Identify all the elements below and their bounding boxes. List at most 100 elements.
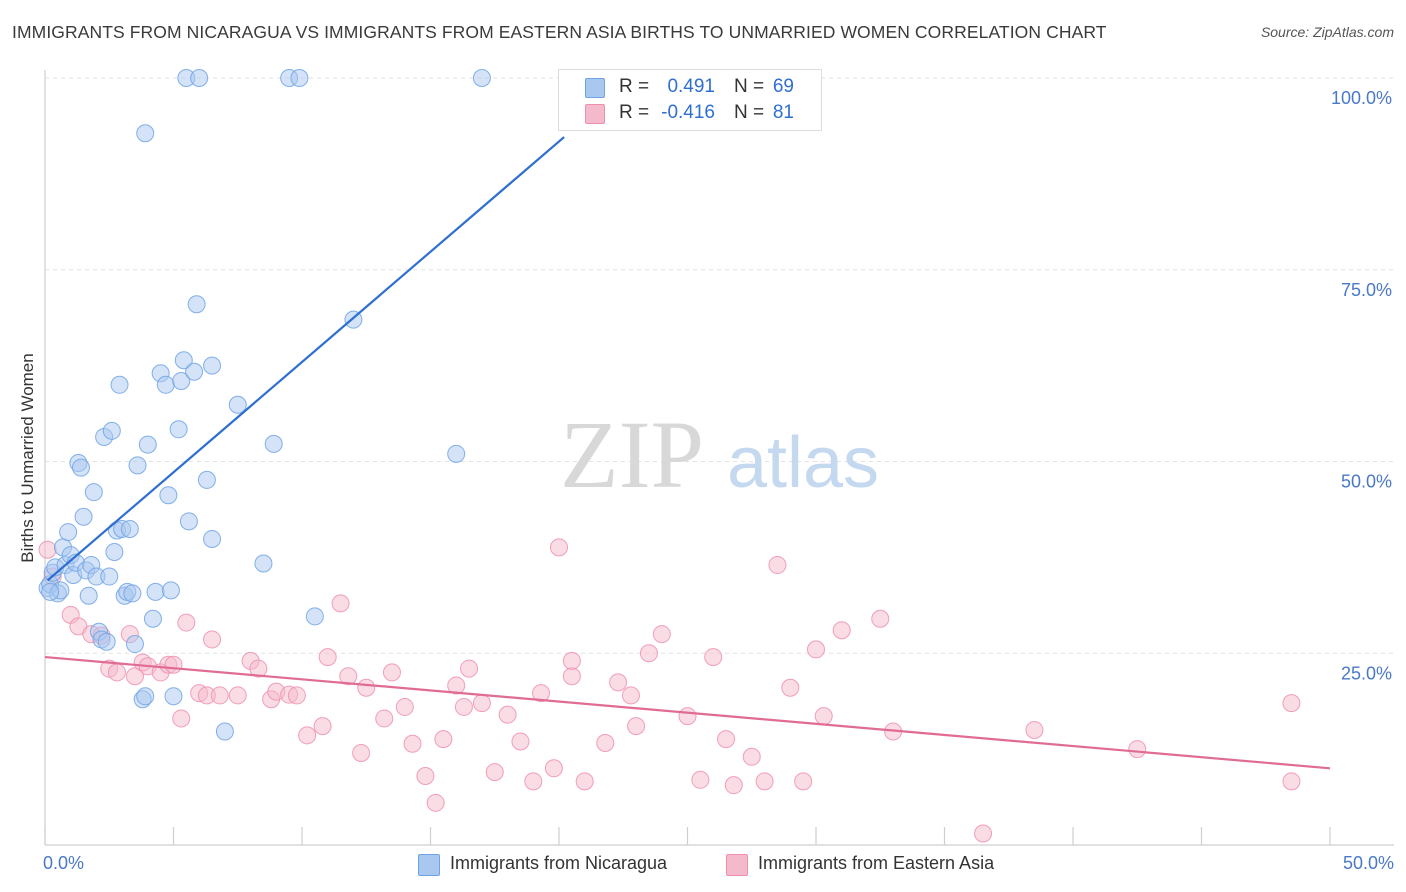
data-point (544, 759, 563, 778)
y-axis-label: Births to Unmarried Women (18, 353, 37, 562)
legend-n-value: 69 (772, 76, 794, 97)
data-point (807, 640, 825, 659)
data-point (524, 772, 543, 791)
grid-lines (45, 77, 1394, 654)
legend-r-value: -0.416 (661, 102, 715, 123)
data-point (974, 824, 993, 843)
watermark-atlas: atlas (727, 423, 879, 503)
data-point (305, 607, 324, 626)
data-point (1282, 694, 1301, 713)
data-point (724, 776, 743, 795)
data-point (215, 722, 234, 741)
data-point (146, 582, 165, 601)
data-point (164, 687, 183, 706)
data-point (447, 444, 466, 463)
data-point (125, 635, 144, 654)
y-tick-label: 25.0% (1341, 663, 1392, 683)
x-tick-label-max: 50.0% (1343, 853, 1394, 873)
data-point (105, 543, 124, 562)
legend-swatch-pink (585, 104, 605, 124)
data-point (110, 375, 129, 394)
data-point (249, 659, 268, 678)
data-point (596, 733, 615, 752)
data-point (254, 554, 273, 573)
y-tick-label: 75.0% (1341, 280, 1392, 300)
data-point (313, 717, 332, 736)
data-point (498, 705, 517, 724)
data-point (454, 697, 473, 716)
data-point (485, 763, 504, 782)
data-point (395, 697, 414, 716)
data-point (100, 567, 119, 586)
trend-line (44, 655, 1331, 770)
data-point (352, 743, 371, 762)
legend-n-label: N = (734, 76, 765, 97)
data-point (403, 734, 422, 753)
watermark: ZIP atlas (560, 401, 879, 508)
data-point (357, 678, 376, 697)
data-point (172, 371, 191, 390)
data-point (609, 673, 628, 692)
data-point (298, 726, 317, 745)
trend-lines (44, 136, 1331, 770)
data-point (187, 295, 206, 314)
data-point (460, 659, 479, 678)
bottom-legend: Immigrants from Nicaragua Immigrants fro… (0, 852, 1406, 878)
data-point (511, 732, 530, 751)
data-point (621, 686, 640, 705)
data-point (290, 69, 309, 87)
data-point (41, 582, 60, 601)
data-point (639, 644, 658, 663)
data-point (228, 395, 247, 414)
data-point (159, 486, 178, 505)
data-point (768, 556, 787, 575)
data-point (74, 507, 93, 526)
legend-row-nicaragua: R = 0.491 N = 69 (559, 75, 821, 101)
data-point (426, 793, 445, 812)
legend-swatch-blue (585, 78, 605, 98)
legend-r-value: 0.491 (667, 76, 715, 97)
legend-row-eastern-asia: R = -0.416 N = 81 (559, 101, 821, 127)
data-point (179, 512, 198, 531)
source-label: Source: ZipAtlas.com (1260, 24, 1394, 40)
data-point (177, 613, 196, 632)
legend-r-label: R = (619, 102, 650, 123)
data-point (562, 651, 581, 670)
data-point (472, 69, 491, 87)
data-point (562, 667, 581, 686)
data-point (704, 648, 723, 667)
data-point (59, 523, 78, 542)
legend-r-label: R = (619, 76, 650, 97)
data-point (120, 519, 139, 538)
data-point (203, 630, 222, 649)
data-point (717, 730, 736, 749)
data-point (550, 538, 568, 557)
data-point (172, 709, 191, 728)
data-point (287, 686, 306, 705)
data-point (832, 621, 851, 640)
data-point (691, 770, 710, 789)
data-point (128, 456, 147, 475)
data-point (164, 655, 183, 674)
data-point (143, 609, 162, 628)
y-tick-label: 50.0% (1341, 472, 1392, 492)
data-point (161, 581, 180, 600)
data-point (174, 351, 193, 370)
data-point (190, 69, 209, 87)
legend-n-value: 81 (772, 102, 794, 123)
legend-n-label: N = (734, 102, 765, 123)
data-point (318, 648, 337, 667)
data-point (107, 663, 126, 682)
data-point (1128, 740, 1147, 759)
data-point (102, 421, 121, 440)
data-point (84, 483, 103, 502)
tick-labels: 100.0% 75.0% 50.0% 25.0% 0.0% 50.0% (43, 88, 1394, 873)
data-point (794, 772, 813, 791)
data-point (136, 124, 155, 143)
data-point (331, 594, 350, 613)
bottom-legend-swatch-blue (418, 854, 440, 876)
y-tick-label: 100.0% (1331, 88, 1392, 108)
data-point (375, 709, 394, 728)
data-point (416, 766, 435, 785)
data-point (871, 609, 890, 628)
